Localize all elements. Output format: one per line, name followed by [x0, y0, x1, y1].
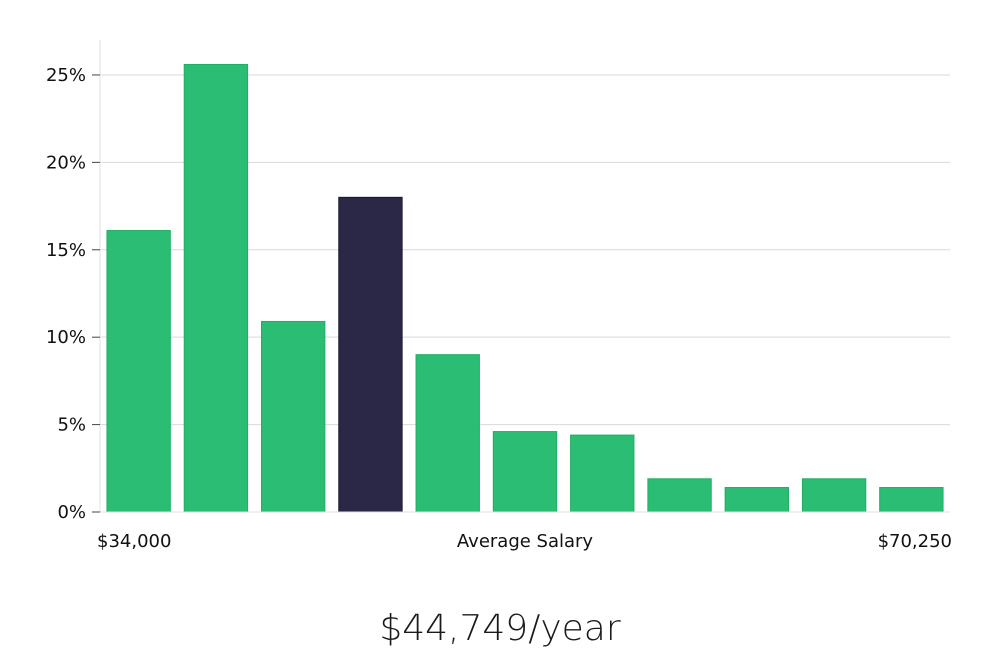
bar	[106, 230, 171, 513]
bar	[570, 434, 635, 513]
bar	[415, 354, 480, 513]
average-salary-value: $44,749/year	[379, 608, 621, 649]
bar-highlighted	[338, 196, 403, 513]
y-tick-labels: 0% 5% 10% 15% 20% 25%	[46, 65, 100, 523]
bar	[492, 431, 558, 513]
x-axis-title: Average Salary	[457, 531, 594, 552]
salary-histogram: 0%5%10%15%20%25% $34,000 Average Salary …	[46, 40, 952, 552]
bar	[879, 487, 944, 513]
bar	[801, 478, 867, 513]
x-min-label: $34,000	[97, 531, 171, 552]
x-max-label: $70,250	[878, 531, 952, 552]
bars	[106, 63, 944, 513]
bar	[183, 63, 249, 513]
y-tick-label: 10%	[46, 327, 86, 348]
bar	[647, 478, 712, 513]
y-tick-label: 0%	[57, 502, 86, 523]
bar	[261, 320, 326, 513]
y-tick-label: 20%	[46, 152, 86, 173]
bar	[724, 487, 789, 513]
axes	[99, 40, 950, 513]
y-tick-label: 15%	[46, 240, 86, 261]
y-tick-label: 5%	[57, 415, 86, 436]
y-tick-label: 25%	[46, 65, 86, 86]
